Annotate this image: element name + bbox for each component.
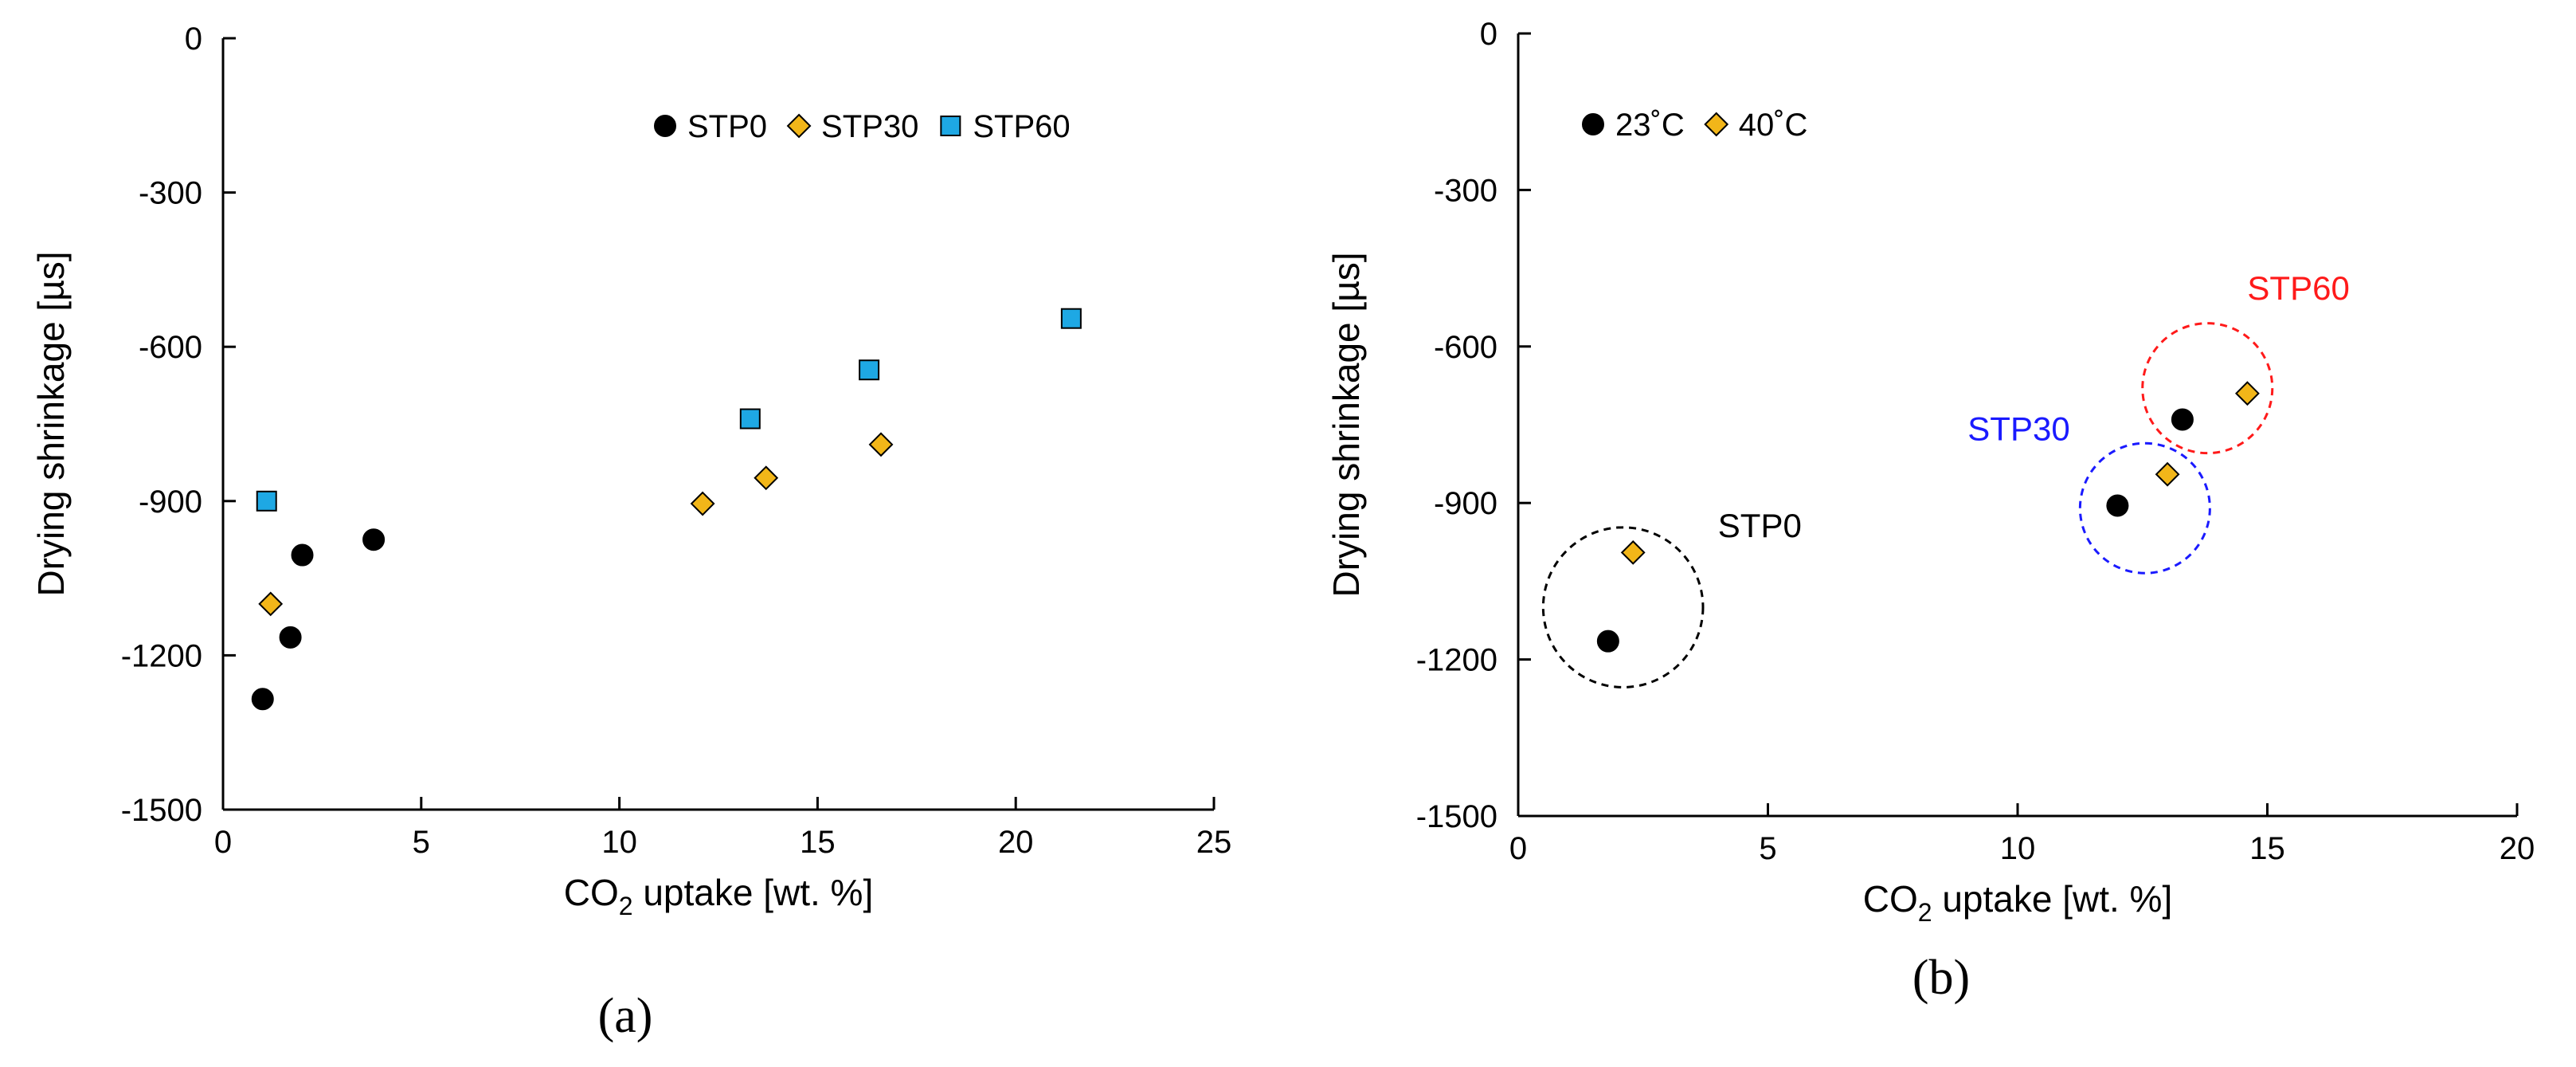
y-tick-label: -600 — [1434, 330, 1497, 365]
y-axis-label: Drying shrinkage [µs] — [30, 251, 72, 596]
y-axis-label: Drying shrinkage [µs] — [1325, 252, 1367, 597]
x-tick-label: 20 — [2500, 831, 2535, 866]
panel-label: (a) — [598, 989, 653, 1043]
legend-marker-circle — [1582, 113, 1604, 135]
x-axis-label-part: uptake [wt. %] — [633, 872, 874, 913]
legend-marker-circle — [654, 115, 676, 137]
data-point-diamond — [868, 432, 894, 457]
legend-label: 40˚C — [1739, 108, 1808, 143]
data-point-diamond — [1620, 539, 1646, 565]
x-tick-label: 15 — [2249, 831, 2285, 866]
data-point-circle — [1596, 630, 1619, 653]
annotation-label: STP30 — [1967, 410, 2069, 448]
legend-label: STP0 — [687, 109, 767, 144]
x-tick-label: 20 — [998, 825, 1034, 860]
x-tick-label: 0 — [214, 825, 232, 860]
x-axis-label: CO2 uptake [wt. %] — [564, 872, 874, 920]
y-tick-label: -600 — [139, 330, 202, 365]
data-point-square — [739, 408, 761, 430]
panel-label: (b) — [1912, 951, 1970, 1005]
x-tick-label: 5 — [1759, 831, 1776, 866]
y-tick-label: -1200 — [121, 638, 202, 673]
legend-marker-diamond — [786, 113, 812, 139]
x-tick-label: 10 — [601, 825, 637, 860]
y-tick-label: 0 — [185, 22, 202, 57]
y-tick-label: -1500 — [121, 793, 202, 828]
x-axis-label-part: uptake [wt. %] — [1932, 878, 2173, 920]
panel-a: 0 5 10 15 20 25 0 -300 -600 -900 -1200 -1500 CO2 upt… — [30, 22, 1231, 1043]
data-point-circle — [251, 688, 274, 711]
legend-marker-square — [940, 116, 961, 136]
data-point-circle — [2106, 494, 2129, 517]
x-axis-label: CO2 uptake [wt. %] — [1863, 878, 2173, 927]
data-point-circle — [362, 528, 386, 551]
data-point-diamond — [2235, 381, 2260, 406]
y-tick-label: -1200 — [1416, 643, 1497, 678]
y-tick-label: 0 — [1480, 17, 1497, 52]
data-point-circle — [279, 626, 302, 649]
data-point-circle — [291, 543, 314, 567]
y-tick-label: -900 — [1434, 486, 1497, 521]
legend-marker-diamond — [1704, 112, 1729, 137]
x-axis-label-part: CO — [564, 872, 619, 913]
legend: STP0 STP30 STP60 — [654, 109, 1071, 144]
x-axis-label-subscript: 2 — [619, 892, 633, 920]
y-tick-label: -1500 — [1416, 799, 1497, 834]
data-point-square — [859, 359, 880, 381]
legend-label: STP30 — [821, 109, 918, 144]
x-tick-label: 10 — [2000, 831, 2036, 866]
data-point-diamond — [258, 591, 284, 617]
y-tick-label: -300 — [139, 176, 202, 211]
data-point-diamond — [754, 465, 779, 491]
data-point-square — [256, 490, 277, 512]
annotation-circle — [2141, 322, 2274, 455]
legend-label: 23˚C — [1615, 108, 1685, 143]
data-point-diamond — [2155, 461, 2180, 487]
x-tick-label: 25 — [1196, 825, 1232, 860]
data-point-square — [1060, 308, 1082, 329]
legend-label: STP60 — [973, 109, 1070, 144]
x-tick-label: 15 — [800, 825, 836, 860]
panel-b: 0 5 10 15 20 0 -300 -600 -900 -1200 -1500 CO2 uptak… — [1325, 17, 2535, 1005]
annotation-circle — [2078, 441, 2211, 575]
data-point-diamond — [690, 491, 715, 516]
annotation-label: STP0 — [1718, 507, 1802, 544]
x-tick-label: 5 — [413, 825, 430, 860]
annotation-circle — [1541, 526, 1705, 688]
x-tick-label: 0 — [1509, 831, 1527, 866]
y-tick-label: -300 — [1434, 173, 1497, 208]
data-point-circle — [2171, 408, 2194, 431]
annotation-label: STP60 — [2247, 269, 2349, 307]
x-axis-label-subscript: 2 — [1918, 898, 1932, 927]
legend: 23˚C 40˚C — [1582, 108, 1808, 143]
y-tick-label: -900 — [139, 484, 202, 520]
x-axis-label-part: CO — [1863, 878, 1918, 920]
